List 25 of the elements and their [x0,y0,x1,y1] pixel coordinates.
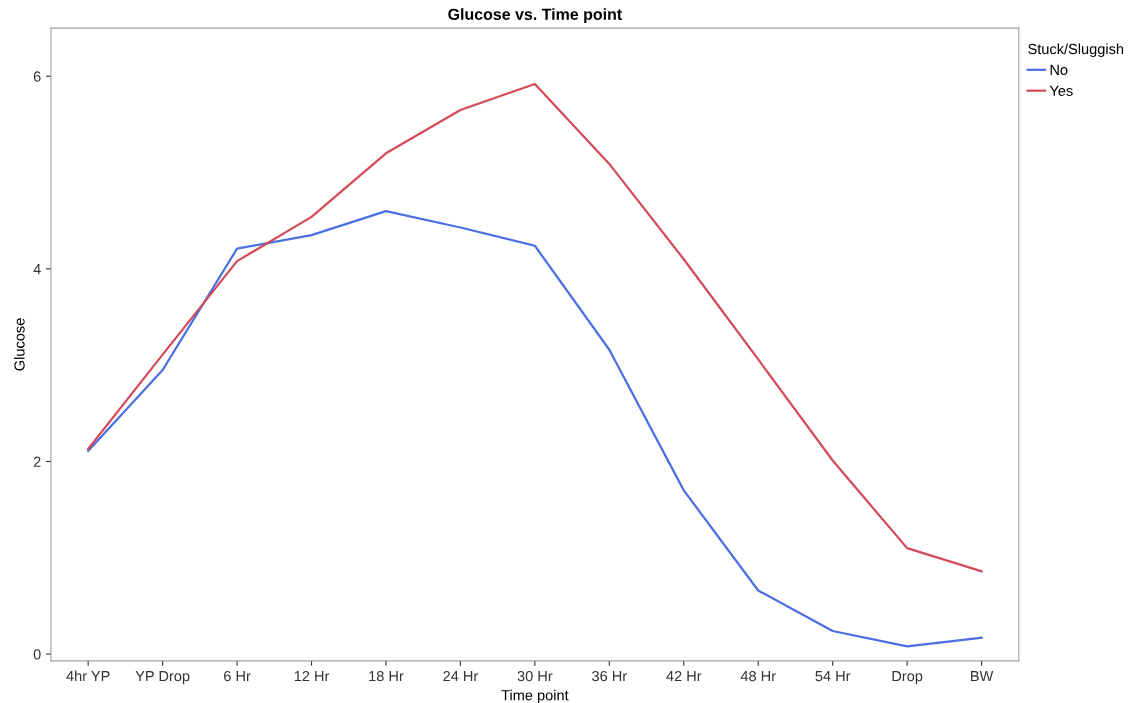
y-tick-label: 0 [33,649,41,660]
x-tick-label: 18 Hr [369,670,404,682]
y-axis-title: Glucose [13,318,25,371]
x-tick-label: Drop [892,671,923,685]
x-tick-label: 42 Hr [666,670,702,682]
x-tick-label: 54 Hr [815,671,851,682]
y-tick-label: 2 [33,456,41,467]
x-tick-label: 12 Hr [294,670,330,682]
x-tick-label: 30 Hr [517,670,553,682]
x-tick-label: 4hr YP [66,670,110,682]
line-series [87,209,983,648]
x-axis-title: Time point [501,689,569,703]
y-tick-label: 4 [33,264,41,275]
legend-title: Stuck/Sluggish [1028,43,1124,58]
x-tick-label: YP Drop [135,671,190,685]
y-tick-label: 6 [33,71,41,82]
chart-title: Glucose vs. Time point [448,8,622,24]
x-tick-label: 24 Hr [443,670,479,682]
legend-label: No [1050,64,1068,76]
x-tick-label: 6 Hr [224,670,251,682]
x-tick-label: 36 Hr [592,670,627,682]
line-series [87,82,983,573]
legend-label: Yes [1049,85,1073,96]
x-tick-label: BW [971,671,994,682]
x-tick-label: 48 Hr [740,670,776,682]
